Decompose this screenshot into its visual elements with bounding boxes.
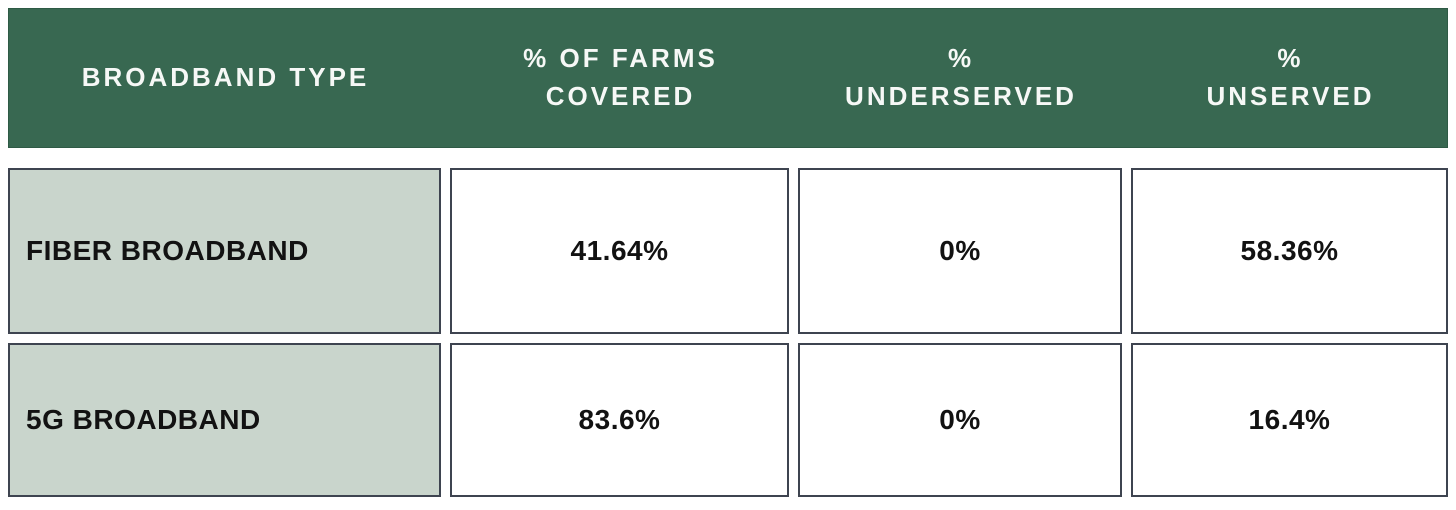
5g-covered-value: 83.6% [450, 343, 789, 497]
5g-unserved-value: 16.4% [1131, 343, 1448, 497]
header-underserved: % UNDERSERVED [845, 43, 1077, 111]
header-farms-covered: % OF FARMS COVERED [523, 43, 718, 111]
5g-underserved-value: 0% [798, 343, 1122, 497]
header-broadband-type: BROADBAND TYPE [81, 62, 370, 93]
row-label-fiber-broadband: FIBER BROADBAND [8, 168, 441, 334]
fiber-underserved-value: 0% [798, 168, 1122, 334]
fiber-covered-value: 41.64% [450, 168, 789, 334]
fiber-unserved-value: 58.36% [1131, 168, 1448, 334]
row-label-5g-broadband: 5G BROADBAND [8, 343, 441, 497]
header-unserved: % UNSERVED [1206, 43, 1375, 111]
table-header-row: BROADBAND TYPE % OF FARMS COVERED % UNDE… [8, 8, 1448, 148]
table-row-fiber: FIBER BROADBAND 41.64% 0% 58.36% [8, 168, 1448, 334]
table-row-5g: 5G BROADBAND 83.6% 0% 16.4% [8, 343, 1448, 497]
